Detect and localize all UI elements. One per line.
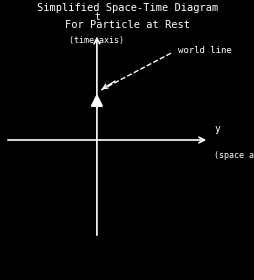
Text: (space axis): (space axis) <box>213 151 254 160</box>
Text: y: y <box>213 124 219 134</box>
Text: world line: world line <box>178 46 231 55</box>
Text: (time axis): (time axis) <box>69 36 124 45</box>
Text: Simplified Space-Time Diagram: Simplified Space-Time Diagram <box>37 3 217 13</box>
Text: t: t <box>93 12 100 22</box>
Text: For Particle at Rest: For Particle at Rest <box>65 20 189 30</box>
